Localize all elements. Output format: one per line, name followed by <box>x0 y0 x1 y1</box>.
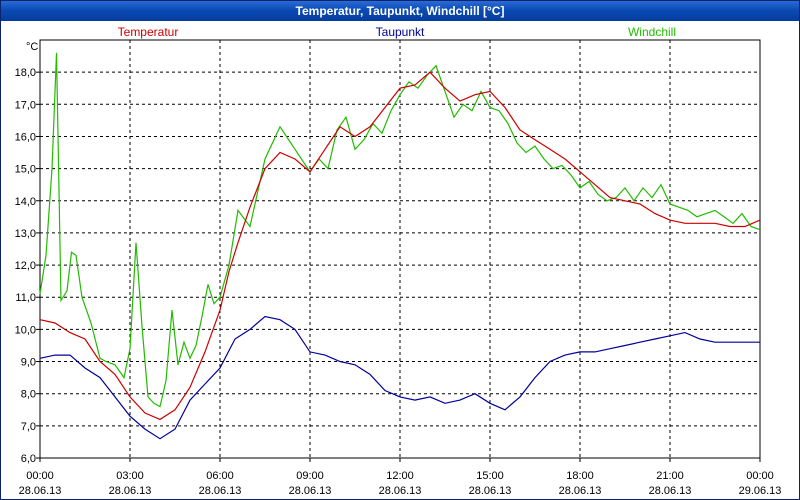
y-tick-label: 15,0 <box>15 164 36 176</box>
y-axis: 6,0 7,0 8,0 9,0 10,0 11,0 12,0 13,0 14,0 15,0 16,0… <box>15 67 40 465</box>
y-tick-label: 12,0 <box>15 260 36 272</box>
legend: Temperatur Taupunkt Windchill <box>118 25 676 39</box>
y-tick-label: 6,0 <box>21 453 36 465</box>
series-lines <box>39 52 761 440</box>
x-tick-time-label: 09:00 <box>296 470 324 482</box>
x-tick-date-label: 28.06.13 <box>469 485 512 497</box>
window-title: Temperatur, Taupunkt, Windchill [°C] <box>1 1 799 21</box>
x-axis: 00:00 28.06.13 03:00 28.06.13 06:00 28.06.13 0… <box>19 458 782 497</box>
legend-entry-windchill: Windchill <box>628 25 676 39</box>
x-tick-date-label: 28.06.13 <box>199 485 242 497</box>
x-tick-time-label: 18:00 <box>566 470 594 482</box>
x-tick-time-label: 21:00 <box>656 470 684 482</box>
x-tick-time-label: 00:00 <box>746 470 774 482</box>
x-tick-date-label: 29.06.13 <box>739 485 782 497</box>
y-tick-label: 18,0 <box>15 67 36 79</box>
x-tick-date-label: 28.06.13 <box>559 485 602 497</box>
y-tick-label: 17,0 <box>15 99 36 111</box>
legend-entry-taupunkt: Taupunkt <box>376 25 425 39</box>
x-tick-time-label: 15:00 <box>476 470 504 482</box>
y-tick-label: 11,0 <box>15 292 36 304</box>
x-tick-date-label: 28.06.13 <box>19 485 62 497</box>
x-tick-date-label: 28.06.13 <box>289 485 332 497</box>
y-tick-label: 14,0 <box>15 196 36 208</box>
x-tick-time-label: 06:00 <box>206 470 234 482</box>
x-tick-time-label: 12:00 <box>386 470 414 482</box>
x-tick-date-label: 28.06.13 <box>379 485 422 497</box>
grid-lines <box>40 40 760 458</box>
y-tick-label: 7,0 <box>21 421 36 433</box>
y-tick-label: 8,0 <box>21 389 36 401</box>
series-line-temperatur <box>39 71 761 421</box>
y-tick-label: 13,0 <box>15 228 36 240</box>
y-axis-label: °C <box>26 41 38 53</box>
x-tick-time-label: 00:00 <box>26 470 54 482</box>
series-line-taupunkt <box>39 315 760 440</box>
y-tick-label: 9,0 <box>21 357 36 369</box>
x-tick-time-label: 03:00 <box>116 470 144 482</box>
y-tick-label: 16,0 <box>15 131 36 143</box>
legend-entry-temperatur: Temperatur <box>118 25 179 39</box>
x-tick-date-label: 28.06.13 <box>109 485 152 497</box>
y-tick-label: 10,0 <box>15 324 36 336</box>
x-tick-date-label: 28.06.13 <box>649 485 692 497</box>
